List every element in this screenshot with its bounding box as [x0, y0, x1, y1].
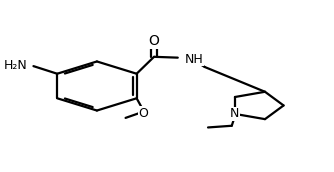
Text: NH: NH	[185, 53, 203, 66]
Text: N: N	[230, 108, 239, 120]
Text: O: O	[149, 34, 159, 48]
Text: H₂N: H₂N	[3, 59, 27, 72]
Text: O: O	[139, 107, 149, 120]
